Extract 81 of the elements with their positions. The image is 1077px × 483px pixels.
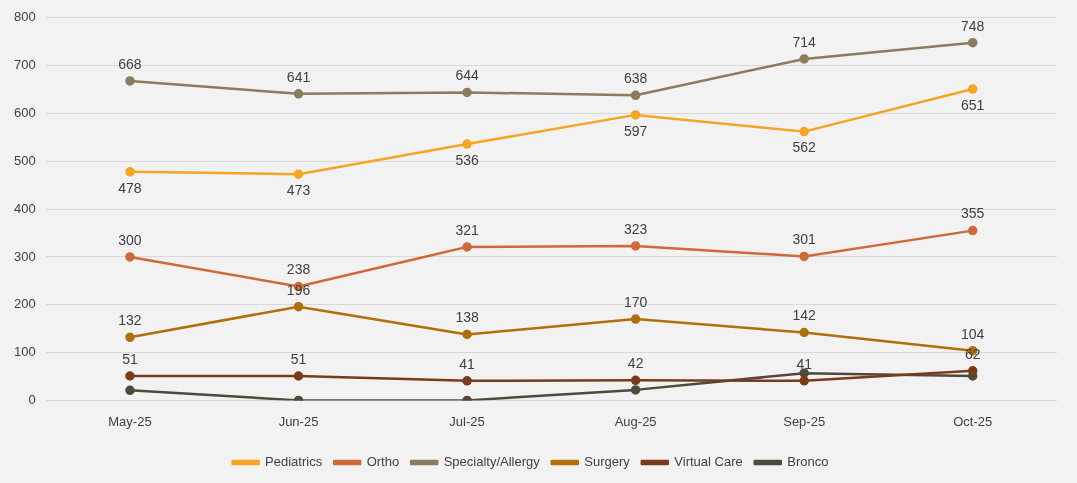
x-tick-label: Aug-25 bbox=[614, 413, 657, 429]
y-tick-label: 600 bbox=[13, 105, 36, 121]
data-label: 41 bbox=[459, 355, 476, 372]
data-label: 536 bbox=[455, 151, 479, 168]
data-label: 638 bbox=[623, 70, 648, 87]
data-label: 641 bbox=[286, 68, 311, 85]
data-label: 301 bbox=[792, 231, 817, 248]
data-label: 104 bbox=[961, 325, 985, 342]
y-tick-label: 800 bbox=[13, 9, 36, 25]
point bbox=[630, 90, 641, 101]
data-label: 42 bbox=[627, 355, 644, 372]
point bbox=[799, 376, 809, 386]
data-label: 51 bbox=[290, 350, 307, 367]
point bbox=[799, 251, 809, 262]
data-label: 138 bbox=[455, 309, 479, 326]
point bbox=[293, 301, 304, 312]
point bbox=[630, 385, 641, 395]
data-label: 644 bbox=[455, 67, 479, 84]
data-label: 748 bbox=[961, 17, 985, 34]
point bbox=[293, 169, 304, 179]
data-label: 562 bbox=[792, 139, 817, 156]
y-tick-label: 300 bbox=[13, 248, 36, 264]
legend-label: Ortho bbox=[366, 454, 400, 470]
data-label: 473 bbox=[286, 182, 311, 199]
y-tick-label: 700 bbox=[13, 57, 36, 73]
point bbox=[630, 110, 641, 120]
data-label: 51 bbox=[122, 350, 138, 367]
data-label: 321 bbox=[455, 221, 479, 238]
point bbox=[630, 314, 641, 324]
data-label: 651 bbox=[961, 96, 985, 113]
legend-label: Bronco bbox=[787, 454, 829, 470]
point bbox=[125, 76, 135, 86]
data-label: 170 bbox=[623, 293, 648, 310]
y-tick-label: 100 bbox=[13, 344, 36, 360]
point bbox=[125, 332, 135, 343]
legend-label: Virtual Care bbox=[674, 454, 743, 470]
data-label: 714 bbox=[792, 33, 817, 50]
x-tick-label: May-25 bbox=[108, 413, 152, 429]
legend-label: Surgery bbox=[584, 454, 631, 470]
point bbox=[462, 139, 472, 149]
y-tick-label: 200 bbox=[13, 296, 36, 312]
data-label: 196 bbox=[286, 281, 311, 298]
y-tick-label: 500 bbox=[13, 152, 36, 168]
point bbox=[125, 252, 135, 262]
point bbox=[630, 375, 641, 386]
point bbox=[799, 54, 809, 64]
point bbox=[293, 89, 304, 99]
data-label: 355 bbox=[961, 205, 985, 222]
data-label: 597 bbox=[623, 122, 648, 139]
data-label: 323 bbox=[623, 220, 648, 237]
x-tick-label: Jul-25 bbox=[449, 413, 485, 429]
point bbox=[462, 87, 472, 98]
point bbox=[462, 242, 472, 252]
point bbox=[293, 371, 304, 381]
legend-label: Specialty/Allergy bbox=[443, 454, 541, 470]
data-label: 300 bbox=[118, 231, 142, 248]
point bbox=[799, 368, 809, 378]
y-tick-label: 400 bbox=[13, 200, 36, 216]
x-tick-label: Jun-25 bbox=[278, 413, 319, 429]
point bbox=[125, 371, 135, 381]
point bbox=[799, 327, 809, 338]
point bbox=[125, 385, 135, 396]
point bbox=[967, 225, 978, 236]
data-label: 142 bbox=[792, 307, 817, 324]
data-label: 668 bbox=[118, 55, 142, 72]
data-label: 238 bbox=[286, 261, 311, 278]
data-label: 41 bbox=[796, 355, 813, 372]
point bbox=[967, 37, 978, 48]
data-label: 132 bbox=[118, 312, 142, 329]
point bbox=[630, 241, 641, 251]
point bbox=[462, 376, 472, 386]
point bbox=[462, 329, 472, 340]
point bbox=[799, 126, 809, 137]
point bbox=[967, 366, 978, 376]
point bbox=[125, 167, 135, 177]
x-tick-label: Sep-25 bbox=[783, 413, 826, 429]
point bbox=[967, 84, 978, 94]
data-label: 478 bbox=[118, 179, 142, 196]
legend-label: Pediatrics bbox=[265, 454, 323, 470]
y-tick-label: 0 bbox=[28, 391, 36, 407]
x-tick-label: Oct-25 bbox=[953, 413, 993, 429]
